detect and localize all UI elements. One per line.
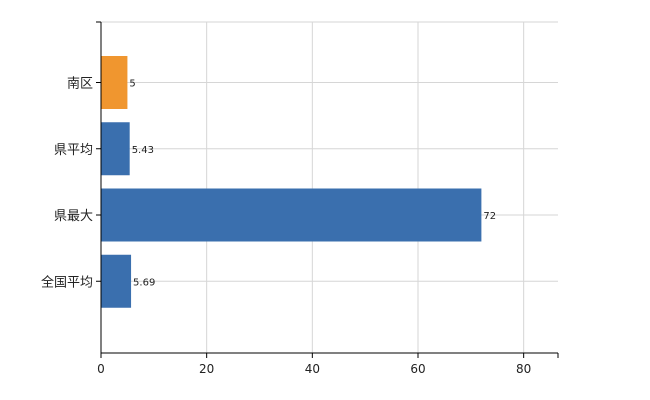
bar: [101, 56, 128, 109]
data-label: 5.43: [132, 145, 154, 156]
x-tick-label: 80: [516, 362, 531, 376]
bar: [101, 188, 482, 242]
data-label: 5: [129, 79, 135, 90]
bars: [101, 56, 482, 308]
category-label: 県平均: [54, 143, 93, 158]
x-tick-label: 20: [199, 362, 214, 376]
category-label: 南区: [67, 76, 93, 92]
x-tick-label: 40: [305, 362, 320, 376]
data-label: 72: [483, 211, 496, 222]
category-label: 全国平均: [41, 274, 93, 290]
grid-lines: [101, 21, 558, 353]
x-tick-label: 0: [97, 362, 105, 376]
bar: [101, 122, 130, 176]
bar: [101, 254, 132, 308]
axes: [96, 21, 559, 358]
category-label: 県最大: [54, 209, 93, 224]
x-tick-label: 60: [410, 362, 425, 376]
data-label: 5.69: [133, 277, 155, 288]
